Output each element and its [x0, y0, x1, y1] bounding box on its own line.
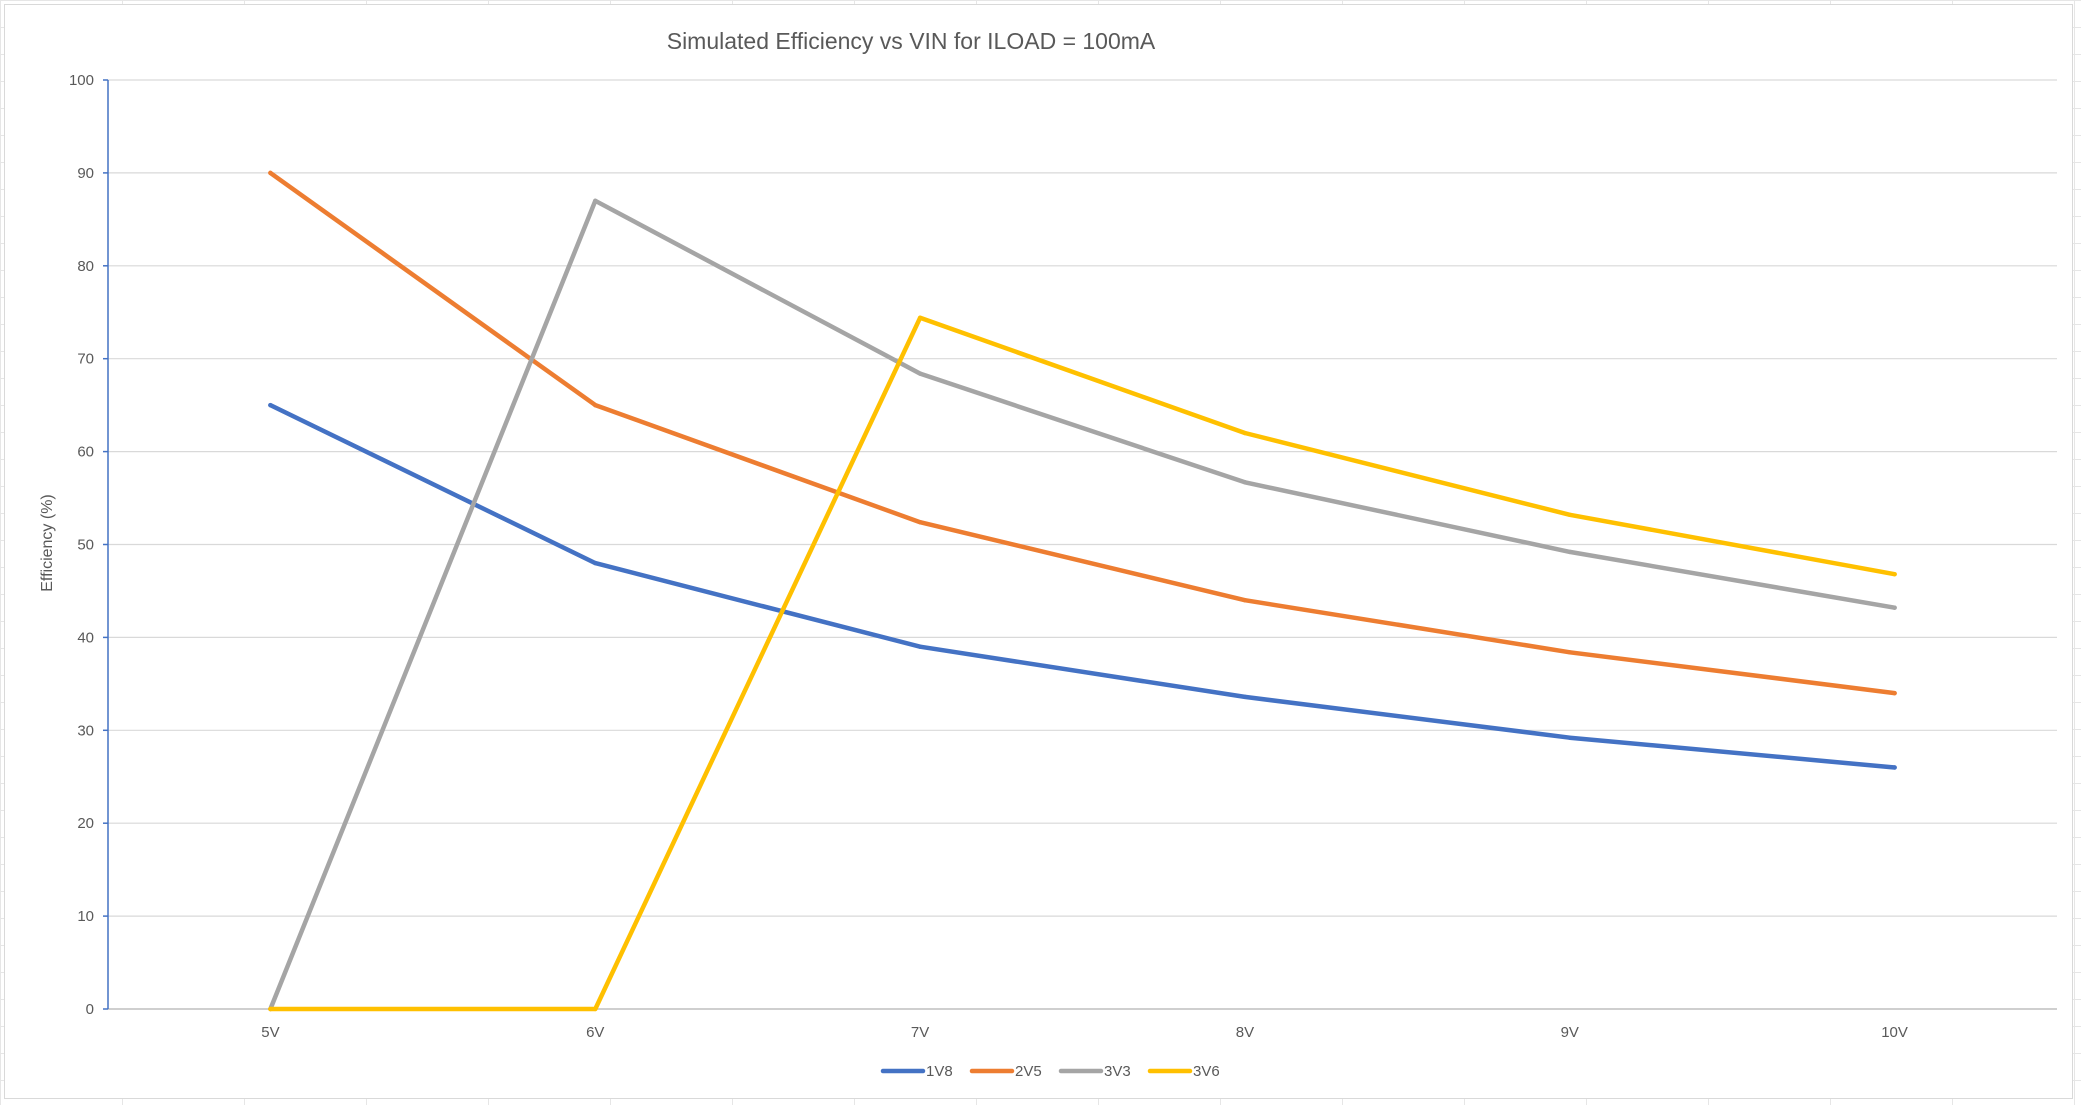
y-tick-label: 10 — [77, 908, 94, 925]
legend-label: 2V5 — [1015, 1063, 1042, 1080]
data-point-1v8 — [1892, 765, 1897, 770]
data-point-1v8 — [593, 560, 598, 566]
legend-label: 3V3 — [1104, 1063, 1131, 1080]
legend-item-2v5[interactable]: 2V5 — [969, 1063, 1042, 1080]
data-point-3v3 — [1567, 549, 1572, 555]
chart-area[interactable]: Simulated Efficiency vs VIN for ILOAD = … — [4, 4, 2073, 1099]
series-line-2v5[interactable] — [268, 170, 1897, 696]
line-chart: Simulated Efficiency vs VIN for ILOAD = … — [39, 28, 2057, 1080]
x-tick-label: 6V — [586, 1024, 604, 1041]
y-tick-label: 80 — [77, 258, 94, 275]
y-axis-label: Efficiency (%) — [39, 494, 56, 592]
data-point-3v3 — [1892, 605, 1897, 610]
data-point-2v5 — [1892, 690, 1897, 696]
data-point-2v5 — [593, 402, 598, 408]
y-tick-label: 90 — [77, 165, 94, 182]
y-tick-label: 0 — [86, 1001, 94, 1018]
y-axis-tick-labels: 0 10 20 30 40 50 60 70 80 90 100 — [69, 72, 94, 1018]
x-tick-label: 7V — [911, 1024, 929, 1041]
y-tick-label: 100 — [69, 72, 94, 89]
data-point-1v8 — [1567, 735, 1572, 740]
data-point-1v8 — [268, 402, 273, 408]
gridlines — [108, 79, 2057, 917]
data-point-3v3 — [593, 198, 598, 203]
legend-label: 3V6 — [1193, 1063, 1220, 1080]
x-tick-label: 9V — [1561, 1024, 1579, 1041]
x-tick-label: 8V — [1236, 1024, 1254, 1041]
data-point-2v5 — [1567, 650, 1572, 655]
legend-item-3v6[interactable]: 3V6 — [1147, 1063, 1220, 1080]
series-line-3v6[interactable] — [268, 315, 1897, 1012]
data-point-3v6 — [1567, 512, 1572, 517]
data-point-3v6 — [1892, 572, 1897, 577]
y-tick-label: 50 — [77, 537, 94, 554]
data-point-2v5 — [1242, 598, 1248, 603]
data-point-3v6 — [593, 1006, 598, 1012]
legend-label: 1V8 — [926, 1063, 953, 1080]
data-point-1v8 — [917, 644, 923, 649]
data-point-2v5 — [268, 170, 273, 176]
series-lines — [268, 170, 1897, 1012]
data-point-2v5 — [917, 520, 923, 525]
x-tick-label: 10V — [1881, 1024, 1908, 1041]
series-line-3v3[interactable] — [268, 198, 1897, 1012]
data-point-3v3 — [1242, 480, 1248, 485]
series-line-1v8[interactable] — [268, 402, 1897, 770]
y-tick-label: 40 — [77, 629, 94, 646]
data-point-3v6 — [1242, 430, 1248, 436]
x-axis-tick-labels: 5V 6V 7V 8V 9V 10V — [261, 1024, 1908, 1041]
y-tick-label: 60 — [77, 444, 94, 461]
y-tick-label: 30 — [77, 722, 94, 739]
data-point-3v6 — [917, 315, 923, 321]
data-point-1v8 — [1242, 694, 1248, 700]
data-point-3v6 — [268, 1006, 273, 1012]
x-tick-label: 5V — [261, 1024, 279, 1041]
legend: 1V8 2V5 3V3 3V6 — [880, 1063, 1220, 1080]
data-point-3v3 — [917, 371, 923, 376]
chart-title: Simulated Efficiency vs VIN for ILOAD = … — [667, 28, 1156, 54]
y-tick-label: 70 — [77, 351, 94, 368]
legend-item-1v8[interactable]: 1V8 — [880, 1063, 953, 1080]
y-tick-label: 20 — [77, 815, 94, 832]
legend-item-3v3[interactable]: 3V3 — [1058, 1063, 1131, 1080]
